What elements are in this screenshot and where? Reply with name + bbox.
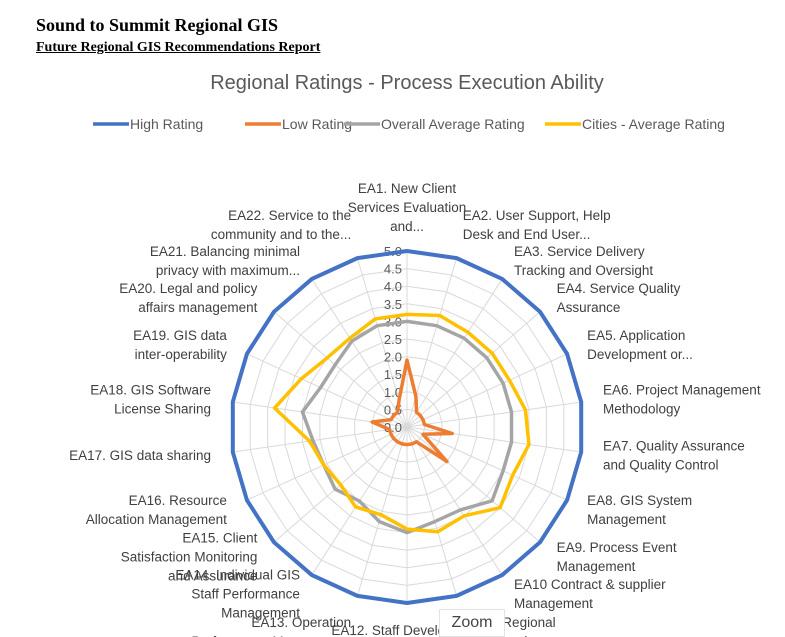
series-line-1 — [230, 249, 584, 605]
series-line-2 — [370, 358, 455, 464]
axis-spoke-17 — [232, 426, 408, 453]
category-label-20: EA20. Legal and policy affairs management — [119, 281, 257, 315]
axis-spoke-21 — [311, 278, 408, 428]
axis-spoke-19 — [246, 353, 408, 428]
tick-label-9: 4.5 — [384, 262, 402, 277]
category-label-8: EA8. GIS System Management — [587, 493, 692, 527]
series-line-4 — [272, 312, 531, 534]
tick-label-7: 3.5 — [384, 297, 402, 312]
axis-spoke-11 — [406, 426, 458, 597]
category-label-1: EA1. New Client Services Evaluation and... — [348, 181, 467, 234]
category-label-14: EA14. Individual GIS Staff Performance Man… — [175, 568, 300, 621]
axis-spoke-4 — [406, 311, 541, 428]
legend-label-2: Low Rating — [282, 116, 352, 132]
tick-label-5: 2.5 — [384, 332, 402, 347]
axis-spoke-13 — [356, 426, 408, 597]
category-label-18: EA18. GIS Software License Sharing — [90, 382, 211, 416]
category-label-10: EA10 Contract & supplier Management — [514, 577, 666, 611]
legend-label-1: High Rating — [130, 116, 203, 132]
zoom-button[interactable]: Zoom — [439, 609, 505, 637]
category-label-22: EA22. Service to the community and to the… — [211, 208, 351, 242]
axis-spoke-10 — [406, 426, 503, 576]
category-label-6: EA6. Project Management Methodology — [603, 382, 761, 416]
tick-label-2: 1.0 — [384, 385, 402, 400]
chart-title: Regional Ratings - Process Execution Abi… — [210, 72, 604, 94]
category-label-5: EA5. Application Development or... — [587, 328, 693, 362]
category-label-16: EA16. Resource Allocation Management — [86, 493, 227, 527]
series-line-3 — [300, 319, 514, 535]
axis-spoke-8 — [406, 426, 568, 501]
category-label-17: EA17. GIS data sharing — [69, 448, 211, 463]
category-label-19: EA19. GIS data inter-operability — [133, 328, 227, 362]
category-label-3: EA3. Service Delivery Tracking and Oversi… — [514, 244, 653, 278]
legend-label-3: Overall Average Rating — [381, 116, 525, 132]
axis-spoke-6 — [406, 401, 582, 428]
axis-spoke-20 — [273, 311, 408, 428]
axis-spoke-3 — [406, 278, 503, 428]
axis-spoke-5 — [406, 353, 568, 428]
tick-label-8: 4.0 — [384, 279, 402, 294]
legend-label-4: Cities - Average Rating — [582, 116, 725, 132]
category-label-15: EA15. Client Satisfaction Monitoring and A… — [121, 531, 258, 584]
category-label-21: EA21. Balancing minimal privacy with maxi… — [150, 244, 300, 278]
category-label-9: EA9. Process Event Management — [557, 540, 677, 574]
category-label-2: EA2. User Support, Help Desk and End User… — [463, 208, 611, 242]
axis-spoke-7 — [406, 426, 582, 453]
category-label-7: EA7. Quality Assurance and Quality Contro… — [603, 439, 745, 473]
tick-label-3: 1.5 — [384, 367, 402, 382]
axis-spoke-9 — [406, 426, 541, 543]
category-label-4: EA4. Service Quality Assurance — [557, 281, 681, 315]
report-subtitle: Future Regional GIS Recommendations Repo… — [36, 40, 321, 55]
category-label-13: EA13. OperationPerformance Management — [191, 615, 351, 637]
report-org-title: Sound to Summit Regional GIS — [36, 15, 279, 35]
tick-label-4: 2.0 — [384, 350, 402, 365]
axis-spoke-16 — [246, 426, 408, 501]
